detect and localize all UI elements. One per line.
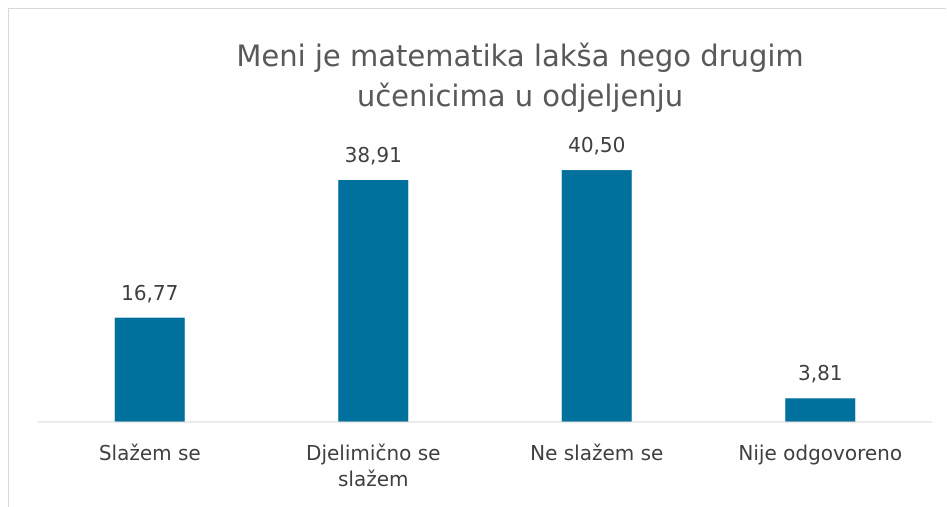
chart-frame (8, 8, 946, 507)
data-label: 38,91 (344, 142, 402, 167)
data-label: 16,77 (121, 280, 179, 305)
bar (338, 179, 409, 422)
bar (561, 170, 632, 422)
x-tick-label: Slažem se (98, 441, 201, 465)
data-label: 40,50 (568, 133, 626, 158)
data-label: 3,81 (797, 361, 843, 386)
chart-title: Meni je matematika lakša nego drugim uče… (236, 39, 804, 113)
x-tick-label: Ne slažem se (530, 441, 664, 465)
x-tick-label: Djelimično se slažem (306, 441, 441, 491)
x-tick-label: Nije odgovoreno (738, 441, 903, 465)
bar (785, 398, 856, 422)
bar (114, 317, 185, 422)
